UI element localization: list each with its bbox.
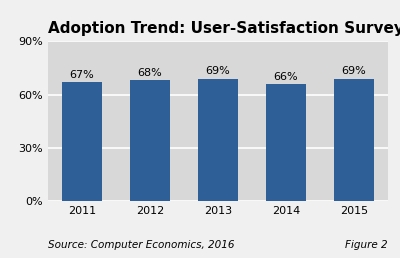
Text: Adoption Trend: User-Satisfaction Surveying: Adoption Trend: User-Satisfaction Survey… <box>48 21 400 36</box>
Text: 69%: 69% <box>342 67 366 76</box>
Text: 66%: 66% <box>274 72 298 82</box>
Bar <box>130 80 170 201</box>
Text: Source: Computer Economics, 2016: Source: Computer Economics, 2016 <box>48 240 234 250</box>
Text: 69%: 69% <box>206 67 230 76</box>
Text: 67%: 67% <box>70 70 94 80</box>
Bar <box>62 82 102 201</box>
Bar <box>334 79 374 201</box>
Bar <box>198 79 238 201</box>
Text: Figure 2: Figure 2 <box>345 240 388 250</box>
Bar <box>266 84 306 201</box>
Text: 68%: 68% <box>138 68 162 78</box>
